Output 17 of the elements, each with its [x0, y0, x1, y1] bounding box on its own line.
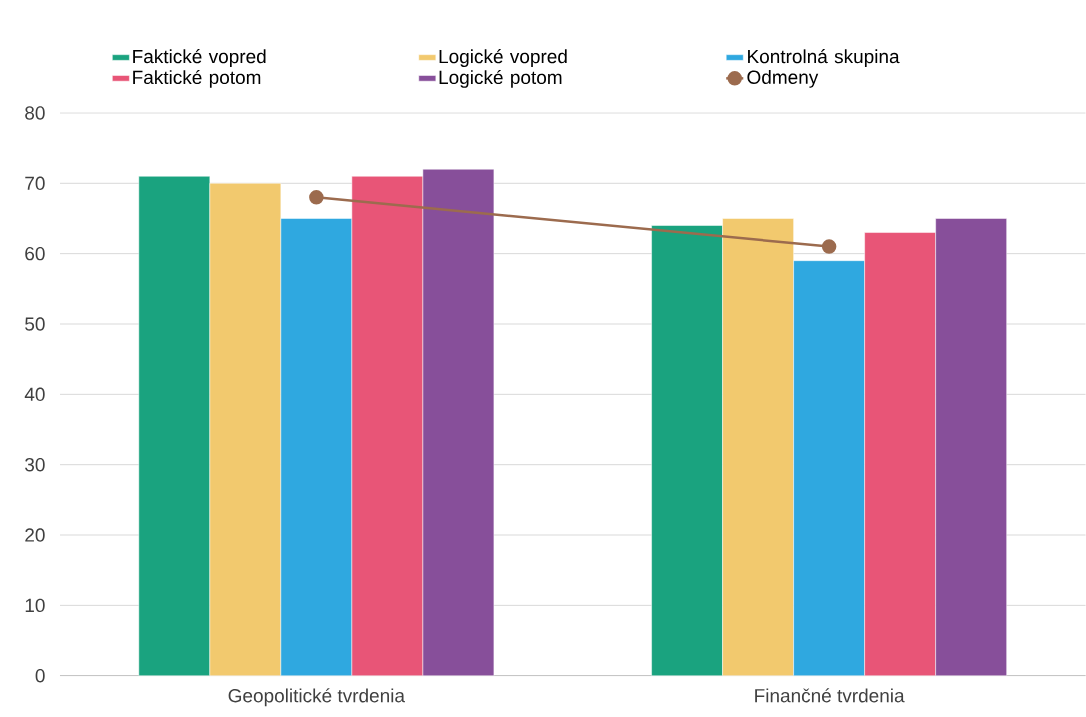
- y-tick-label: 80: [25, 106, 45, 120]
- legend-label: Logické potom: [439, 70, 562, 89]
- legend-label: Faktické potom: [133, 70, 261, 89]
- y-tick-label: 10: [25, 598, 45, 613]
- y-tick-label: 20: [25, 528, 45, 542]
- y-tick-label: 60: [25, 247, 45, 261]
- x-tick-label: Geopolitické tvrdenia: [228, 688, 405, 707]
- y-tick-label: 40: [24, 387, 45, 402]
- x-tick-label: Finančné tvrdenia: [755, 688, 905, 703]
- y-tick-label: 70: [25, 176, 45, 191]
- legend-label: Kontrolná skupina: [748, 49, 900, 68]
- y-tick-label: 50: [25, 317, 45, 331]
- y-tick-label: 30: [25, 458, 45, 472]
- legend-label: Logické vopred: [439, 49, 567, 68]
- legend-label: Faktické vopred: [133, 49, 266, 68]
- y-tick-label: 0: [35, 669, 45, 683]
- legend-label: Odmeny: [747, 70, 819, 88]
